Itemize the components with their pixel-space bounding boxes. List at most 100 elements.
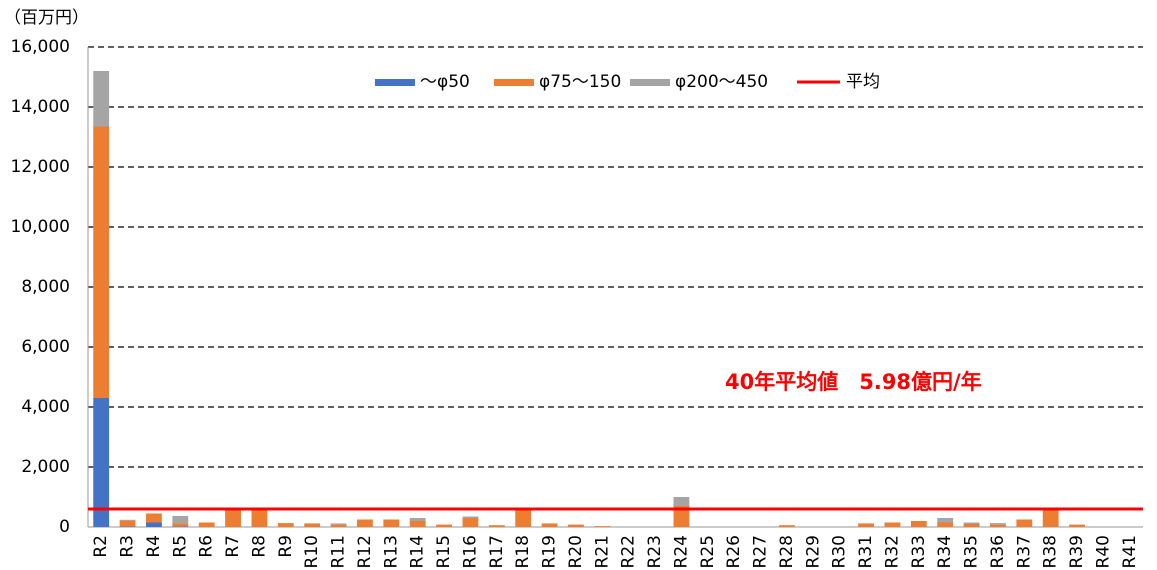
bar-segment — [198, 522, 215, 527]
x-tick-label: R2 — [91, 535, 111, 558]
bar-segment — [251, 509, 268, 527]
x-tick-label: R23 — [645, 535, 665, 568]
x-tick-label: R41 — [1120, 535, 1140, 568]
y-tick-label: 16,000 — [11, 37, 70, 57]
bar-segment — [884, 522, 901, 527]
bar-segment — [146, 522, 162, 527]
y-tick-label: 0 — [59, 517, 70, 537]
x-tick-label: R14 — [408, 535, 428, 568]
bar-segment — [119, 526, 136, 527]
y-tick-label: 10,000 — [11, 217, 70, 237]
legend-label: φ200～450 — [675, 72, 768, 92]
x-tick-label: R17 — [487, 535, 507, 568]
y-tick-label: 14,000 — [11, 97, 70, 117]
x-tick-label: R26 — [724, 535, 744, 568]
legend-swatch — [375, 79, 415, 86]
bar-segment — [330, 523, 347, 525]
x-tick-label: R38 — [1041, 535, 1061, 568]
bar-segment — [357, 519, 373, 527]
y-tick-label: 2,000 — [21, 457, 70, 477]
bar-segment — [990, 523, 1006, 525]
x-tick-label: R4 — [144, 535, 164, 558]
bar-segment — [119, 520, 136, 527]
x-tick-label: R22 — [619, 535, 639, 568]
bar-segment — [93, 71, 110, 127]
y-tick-label: 12,000 — [11, 157, 70, 177]
legend-swatch — [630, 79, 670, 86]
bar-segment — [462, 518, 479, 527]
x-tick-label: R28 — [777, 535, 797, 568]
y-unit: （百万円） — [4, 8, 89, 28]
bar-segment — [963, 522, 980, 524]
bar-segment — [673, 506, 690, 527]
x-tick-label: R21 — [592, 535, 612, 568]
x-tick-label: R27 — [751, 535, 771, 568]
bar-segment — [1042, 509, 1059, 527]
x-tick-label: R8 — [249, 535, 269, 558]
bar-segment — [304, 523, 321, 527]
x-tick-label: R10 — [302, 535, 322, 568]
legend-swatch — [494, 79, 534, 86]
x-tick-label: R6 — [197, 535, 217, 558]
x-tick-label: R7 — [223, 535, 243, 558]
bar-segment — [990, 524, 1006, 527]
y-tick-label: 6,000 — [21, 337, 70, 357]
x-tick-label: R30 — [830, 535, 850, 568]
x-tick-label: R5 — [170, 535, 190, 558]
x-tick-label: R18 — [513, 535, 533, 568]
x-tick-label: R24 — [671, 535, 691, 568]
bar-segment — [779, 525, 795, 527]
bar-segment — [910, 521, 927, 527]
bar-segment — [594, 526, 611, 527]
bar-segment — [568, 524, 584, 527]
annotation: 40年平均値 5.98億円/年 — [725, 370, 982, 394]
legend-label: ～φ50 — [420, 72, 470, 92]
x-tick-label: R19 — [540, 535, 560, 568]
x-tick-label: R39 — [1067, 535, 1087, 568]
bar-segment — [937, 522, 954, 527]
bar-segment — [172, 523, 189, 527]
y-tick-label: 8,000 — [21, 277, 70, 297]
bar-segment — [409, 518, 426, 521]
x-tick-label: R34 — [935, 535, 955, 568]
bar-segment — [488, 525, 505, 527]
x-tick-label: R32 — [882, 535, 902, 568]
bar-segment — [515, 509, 532, 527]
bar-segment — [172, 515, 189, 524]
bar-segment — [963, 524, 980, 527]
bar-segment — [330, 524, 347, 527]
x-tick-label: R37 — [1014, 535, 1034, 568]
x-tick-label: R25 — [698, 535, 718, 568]
x-tick-label: R33 — [909, 535, 929, 568]
x-tick-label: R20 — [566, 535, 586, 568]
bar-segment — [462, 516, 479, 518]
bar-segment — [172, 526, 189, 527]
bar-segment — [119, 519, 136, 521]
x-tick-label: R36 — [988, 535, 1008, 568]
x-tick-label: R16 — [460, 535, 480, 568]
bar-segment — [93, 398, 110, 527]
bar-segment — [1069, 524, 1085, 527]
x-tick-label: R15 — [434, 535, 454, 568]
bar-segment — [146, 513, 162, 523]
bar-segment — [436, 524, 452, 527]
bar-segment — [383, 519, 400, 527]
x-tick-label: R35 — [962, 535, 982, 568]
x-tick-label: R13 — [381, 535, 401, 568]
bar-segment — [93, 126, 110, 398]
bar-segment — [858, 523, 874, 527]
x-tick-label: R40 — [1093, 535, 1113, 568]
bar-segment — [937, 518, 954, 523]
legend-label: φ75～150 — [539, 72, 621, 92]
x-tick-label: R3 — [118, 535, 138, 558]
x-tick-label: R9 — [276, 535, 296, 558]
y-tick-label: 4,000 — [21, 397, 70, 417]
bar-segment — [1016, 519, 1033, 527]
bar-segment — [409, 521, 426, 527]
x-tick-label: R11 — [329, 535, 349, 568]
bar-segment — [673, 497, 690, 506]
x-tick-label: R31 — [856, 535, 876, 568]
bar-segment — [225, 510, 241, 527]
x-tick-label: R29 — [803, 535, 823, 568]
